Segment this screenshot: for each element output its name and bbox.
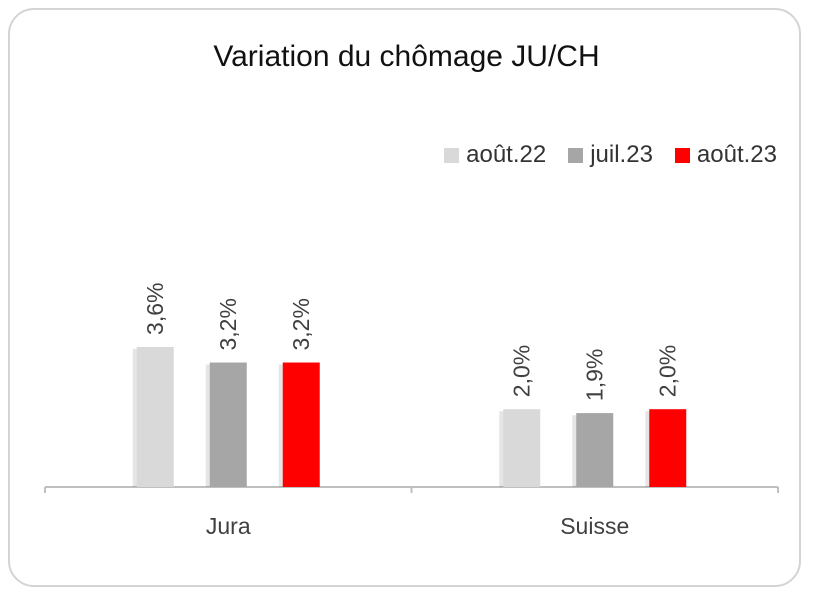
legend-label-juil-23: juil.23 xyxy=(590,141,653,168)
bar-jura-0 xyxy=(136,346,174,487)
data-label: 3,2% xyxy=(215,298,241,350)
bar-jura-2 xyxy=(282,362,320,487)
chart-title: Variation du chômage JU/CH xyxy=(213,40,600,73)
legend-swatch-aout-22 xyxy=(444,147,460,163)
legend-label-aout-22: août.22 xyxy=(466,141,547,168)
data-label: 3,2% xyxy=(288,298,314,350)
legend-swatch-juil-23 xyxy=(568,147,584,163)
category-label: Jura xyxy=(206,513,251,539)
legend-item-aout-22: août.22 xyxy=(444,141,546,169)
legend: août.22 juil.23 août.23 xyxy=(444,141,777,169)
data-label: 2,0% xyxy=(509,345,535,397)
data-label: 1,9% xyxy=(582,349,608,401)
category-label: Suisse xyxy=(560,513,629,539)
bar-suisse-0 xyxy=(503,409,541,487)
data-label: 3,6% xyxy=(142,283,168,335)
bar-suisse-1 xyxy=(576,413,614,487)
legend-label-aout-23: août.23 xyxy=(696,141,777,168)
legend-item-juil-23: juil.23 xyxy=(568,141,653,169)
bar-suisse-2 xyxy=(649,409,687,487)
data-label: 2,0% xyxy=(655,345,681,397)
bar-jura-1 xyxy=(209,362,247,487)
legend-item-aout-23: août.23 xyxy=(674,141,777,169)
legend-swatch-aout-23 xyxy=(674,147,690,163)
chart-card xyxy=(8,8,801,587)
